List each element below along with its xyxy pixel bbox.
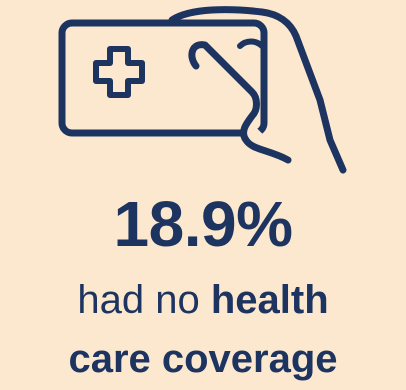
caption-bold-text: health xyxy=(210,278,329,322)
health-card-in-hand-icon xyxy=(58,6,347,174)
stat-value: 18.9% xyxy=(113,188,293,260)
caption-regular-text: had no xyxy=(77,278,200,322)
caption-line-2: care coverage xyxy=(68,337,338,381)
caption-line-1: had no health xyxy=(0,276,406,324)
